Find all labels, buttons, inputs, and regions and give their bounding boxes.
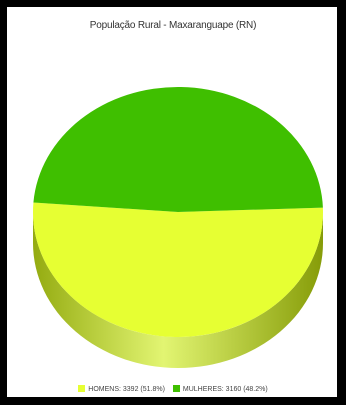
pie-side-homens <box>33 212 323 368</box>
chart-legend: HOMENS: 3392 (51.8%) MULHERES: 3160 (48.… <box>0 385 346 393</box>
legend-item-homens: HOMENS: 3392 (51.8%) <box>78 385 165 393</box>
pie-slice-homens <box>33 202 324 337</box>
pie-slice-mulheres <box>33 86 323 212</box>
legend-item-mulheres: MULHERES: 3160 (48.2%) <box>172 385 268 393</box>
legend-label-homens: HOMENS: 3392 (51.8%) <box>88 386 165 393</box>
legend-swatch-mulheres <box>172 385 180 392</box>
legend-label-mulheres: MULHERES: 3160 (48.2%) <box>182 386 268 393</box>
pie-side-wall <box>33 212 323 368</box>
legend-swatch-homens <box>78 385 86 392</box>
chart-title: População Rural - Maxaranguape (RN) <box>89 20 257 31</box>
